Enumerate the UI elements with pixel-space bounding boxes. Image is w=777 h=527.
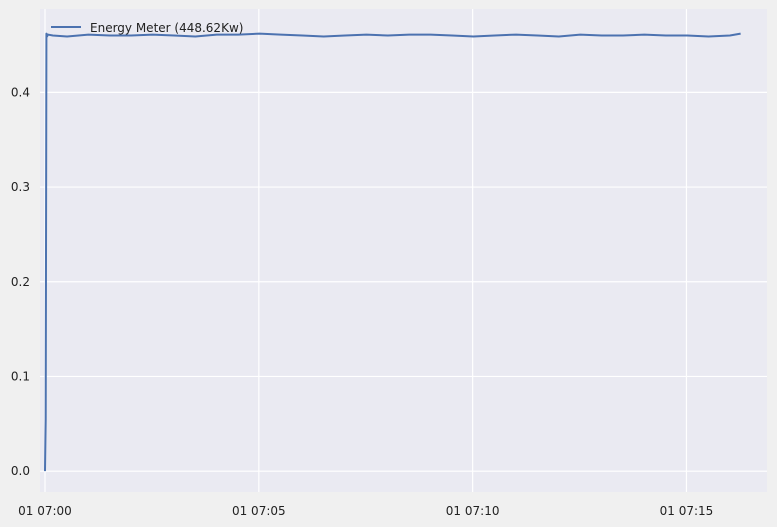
series-line-energy-meter — [43, 32, 741, 472]
legend-entry-label: Energy Meter (448.62Kw) — [90, 21, 243, 35]
x-tick-label: 01 07:15 — [660, 504, 714, 518]
grid-lines — [40, 9, 767, 492]
x-tick-label: 01 07:10 — [446, 504, 500, 518]
x-tick-label: 01 07:00 — [18, 504, 72, 518]
y-tick-label: 0.3 — [11, 180, 30, 194]
legend: Energy Meter (448.62Kw) — [51, 21, 243, 35]
tick-labels: 0.0 0.1 0.2 0.3 0.4 01 07:00 01 07:05 01 07:10 0… — [11, 85, 713, 518]
x-tick-label: 01 07:05 — [232, 504, 286, 518]
y-tick-label: 0.4 — [11, 85, 30, 99]
plot-area-background — [40, 9, 767, 492]
series-layer — [43, 32, 741, 472]
y-tick-label: 0.2 — [11, 275, 30, 289]
y-tick-label: 0.1 — [11, 369, 30, 383]
y-tick-label: 0.0 — [11, 464, 30, 478]
